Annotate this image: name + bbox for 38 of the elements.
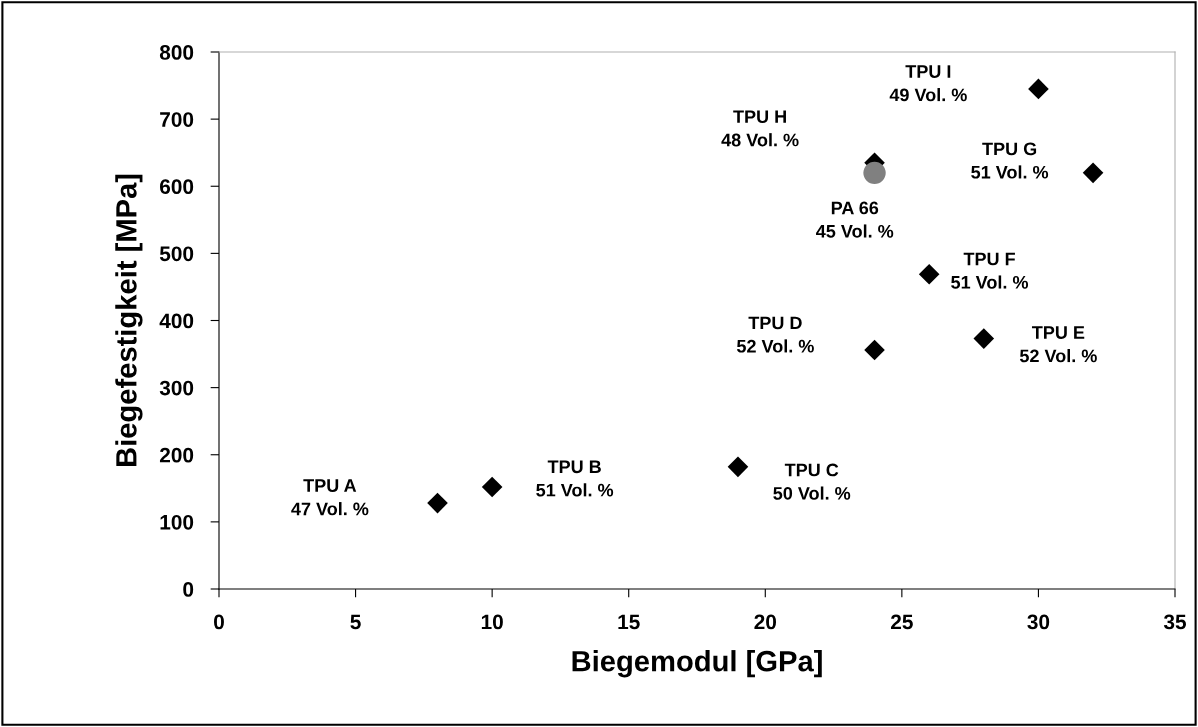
annotation: TPU E 52 Vol. %: [1019, 326, 1097, 363]
x-tick-label: 0: [214, 614, 224, 630]
y-tick-label: 500: [159, 246, 194, 262]
y-tick-label: 600: [160, 179, 194, 194]
x-tick-label: 5: [350, 614, 361, 630]
annotation: TPU G 51 Vol. %: [971, 142, 1049, 179]
x-tick-label: 15: [618, 614, 640, 630]
y-tick-label: 0: [183, 582, 194, 597]
y-tick-label: 100: [160, 514, 194, 530]
point: [427, 492, 448, 514]
annotation: TPU C 50 Vol. %: [773, 463, 851, 500]
x-tick-label: 25: [890, 614, 913, 630]
point: [1082, 162, 1104, 184]
y-tick-label: 400: [159, 313, 194, 329]
y-tick-label: 800: [159, 45, 194, 60]
annotation: TPU I 49 Vol. %: [889, 65, 967, 102]
x-axis-title: Biegemodul [GPa]: [572, 650, 822, 678]
x-tick-label: 30: [1027, 614, 1050, 630]
x-tick-label: 35: [1163, 614, 1187, 630]
x-tick-label: 10: [481, 614, 503, 630]
point: [481, 476, 503, 498]
y-tick-label: 200: [159, 447, 194, 463]
x-tick-label: 20: [754, 614, 777, 630]
point: [973, 328, 995, 349]
point: [727, 456, 749, 478]
annotation: TPU A 47 Vol. %: [291, 479, 369, 516]
annotation: TPU H 48 Vol. %: [721, 110, 799, 147]
point: [1028, 78, 1049, 100]
annotation: PA 66 45 Vol. %: [816, 201, 894, 238]
y-axis-title: Biegefestigkeit [MPa]: [115, 174, 143, 467]
y-tick-label: 700: [160, 112, 194, 127]
point: [864, 339, 885, 361]
annotation: TPU B 51 Vol. %: [536, 460, 614, 497]
point: [863, 161, 886, 185]
annotation: TPU F 51 Vol. %: [951, 252, 1029, 289]
annotation: TPU D 52 Vol. %: [736, 316, 814, 353]
y-tick-label: 300: [159, 380, 194, 396]
point: [918, 263, 940, 285]
